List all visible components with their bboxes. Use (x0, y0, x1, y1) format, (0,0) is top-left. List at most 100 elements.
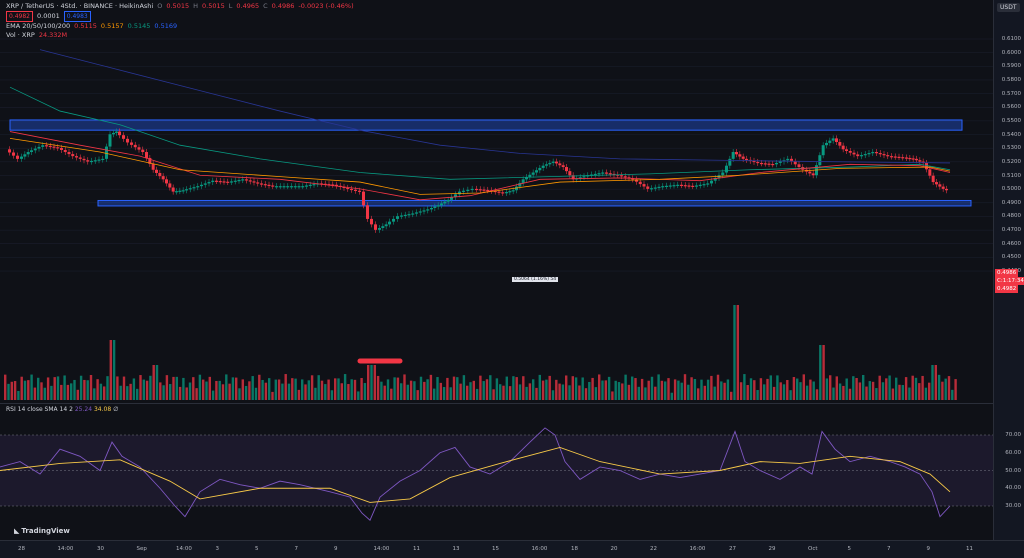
vol-value: 24.332M (38, 31, 68, 39)
volume-bar (584, 388, 588, 400)
volume-bar (687, 384, 690, 400)
volume-bar (769, 375, 772, 400)
price-chart[interactable] (0, 0, 993, 540)
candle-body (396, 216, 399, 219)
candle-body (37, 146, 41, 149)
volume-bar (294, 378, 297, 400)
candle-body (728, 158, 732, 166)
candle-body (775, 162, 778, 165)
candle-body (811, 173, 815, 176)
candle-body (818, 155, 822, 166)
volume-bar (921, 375, 924, 400)
candle-body (501, 192, 505, 194)
rsi-sma-line (0, 446, 951, 503)
candle-body (665, 185, 668, 188)
volume-bar (799, 382, 802, 400)
volume-bar (772, 386, 776, 400)
volume-bar (169, 384, 172, 400)
volume-bar (796, 378, 799, 400)
volume-bar (739, 382, 743, 400)
time-tick: 14:00 (176, 546, 192, 552)
rsi-tick: 30.00 (1005, 503, 1021, 509)
volume-bar (403, 374, 406, 400)
volume-bar (466, 385, 469, 400)
candle-body (237, 180, 241, 182)
candle-body (521, 179, 525, 183)
currency-button[interactable]: USDT (997, 3, 1020, 12)
candle-body (863, 154, 867, 156)
tradingview-logo[interactable]: ◣ TradingView (14, 527, 70, 535)
rsi-legend[interactable]: RSI 14 close SMA 14 2 25.24 34.08 ∅ (6, 406, 118, 413)
candle-body (745, 158, 748, 161)
volume-bar (225, 374, 228, 400)
candle-body (430, 207, 433, 210)
candle-body (378, 228, 381, 230)
volume-bar (822, 345, 825, 400)
volume-bar (472, 380, 475, 400)
ema-row[interactable]: EMA 20/50/100/200 0.5115 0.5157 0.5145 0… (6, 22, 354, 31)
volume-bar (934, 365, 937, 400)
volume-bar (268, 378, 271, 400)
volume-bar (904, 377, 908, 400)
volume-bar (875, 388, 878, 400)
volume-bar (228, 383, 231, 400)
volume-bar (598, 374, 601, 400)
ask-button[interactable]: 0.4983 (63, 11, 91, 22)
volume-bar (954, 379, 957, 400)
candle-body (297, 186, 301, 188)
time-tick: 30 (97, 546, 104, 552)
current-price-label: 0.4986 (995, 269, 1019, 277)
candle-body (741, 156, 745, 159)
volume-bar (456, 377, 459, 400)
candle-body (358, 190, 361, 192)
candle-body (793, 161, 797, 165)
volume-bar (70, 383, 73, 400)
time-axis[interactable]: 28 14:00 30 Sep 14:00 3 5 7 9 14:00 11 13 15 16:00 18 2… (0, 540, 1024, 558)
pane-divider[interactable] (0, 403, 993, 404)
candle-body (638, 181, 642, 185)
volume-bar (594, 387, 598, 400)
bid-button[interactable]: 0.4982 (6, 11, 33, 22)
volume-bar (413, 381, 416, 400)
volume-bar (136, 388, 139, 400)
volume-bar (17, 390, 20, 400)
candle-body (828, 140, 832, 143)
volume-bar (713, 386, 716, 400)
symbol-info[interactable]: XRP / TetherUS · 4Std. · BINANCE · Heiki… (6, 2, 154, 10)
volume-bar (924, 387, 928, 400)
price-tick: 0.5500 (1001, 117, 1021, 124)
support-zone (97, 199, 972, 207)
volume-bar (888, 375, 891, 400)
candle-body (33, 148, 37, 151)
candle-body (392, 218, 395, 222)
candle-body (535, 170, 538, 173)
candle-body (470, 188, 474, 191)
candle-body (342, 186, 346, 189)
candle-body (446, 199, 450, 202)
volume-bar (624, 374, 627, 400)
volume-bar (383, 385, 386, 400)
candle-body (680, 184, 683, 186)
volume-bar (558, 383, 561, 400)
candle-body (735, 152, 738, 155)
volume-bar (944, 378, 947, 400)
chart-area[interactable] (0, 0, 993, 540)
volume-bar (376, 375, 380, 400)
candle-body (867, 153, 871, 155)
price-tick: 0.5600 (1001, 104, 1021, 111)
volume-bar (149, 375, 152, 400)
volume-bar (340, 383, 343, 400)
volume-bar (419, 376, 423, 400)
volume-bar (343, 374, 347, 400)
candle-body (706, 183, 710, 185)
candle-body (158, 172, 162, 177)
candle-body (422, 210, 426, 212)
candle-body (331, 184, 335, 186)
volume-row[interactable]: Vol · XRP 24.332M (6, 31, 354, 40)
volume-bar (947, 376, 951, 400)
volume-bar (673, 379, 677, 400)
candle-body (620, 175, 623, 177)
candle-body (388, 221, 391, 225)
candle-body (908, 157, 912, 160)
candle-body (931, 175, 935, 183)
